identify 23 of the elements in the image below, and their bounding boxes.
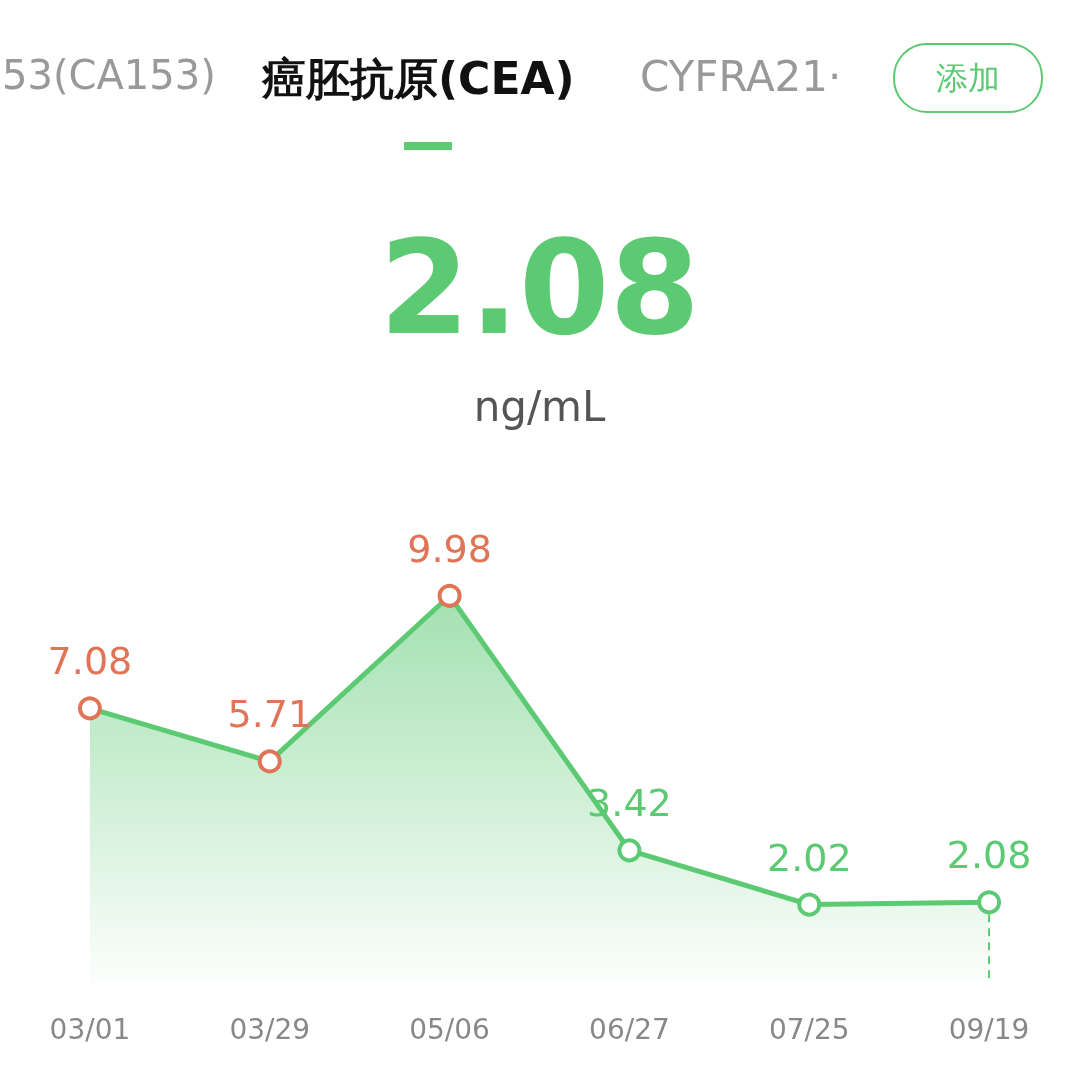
data-label: 7.08 (47, 639, 133, 684)
point (77, 696, 102, 721)
point (617, 838, 642, 863)
text: 53(CA153) (2, 52, 216, 98)
point (257, 749, 282, 774)
point (977, 890, 1002, 915)
x-tick-label: 03/01 (49, 1012, 131, 1046)
x-tick-label: 05/06 (409, 1012, 490, 1046)
chart-subtitle: 2.08 (378, 212, 701, 364)
data-label: 5.71 (227, 692, 313, 737)
chart-title: 癌胚抗原(CEA) (262, 52, 575, 106)
data-label: 2.02 (766, 835, 852, 880)
data-label: 9.98 (407, 526, 492, 571)
point (797, 892, 822, 917)
x-tick-label: 06/27 (589, 1012, 670, 1046)
data-label: 2.08 (946, 833, 1032, 878)
x-tick-label: 07/25 (768, 1012, 850, 1046)
text: CYFRA21· (640, 52, 842, 101)
text: 添加 (893, 43, 1043, 113)
point (437, 583, 462, 608)
text: ng/mL (472, 382, 607, 431)
x-tick-label: 03/29 (229, 1012, 311, 1046)
x-tick-label: 09/19 (948, 1012, 1030, 1046)
